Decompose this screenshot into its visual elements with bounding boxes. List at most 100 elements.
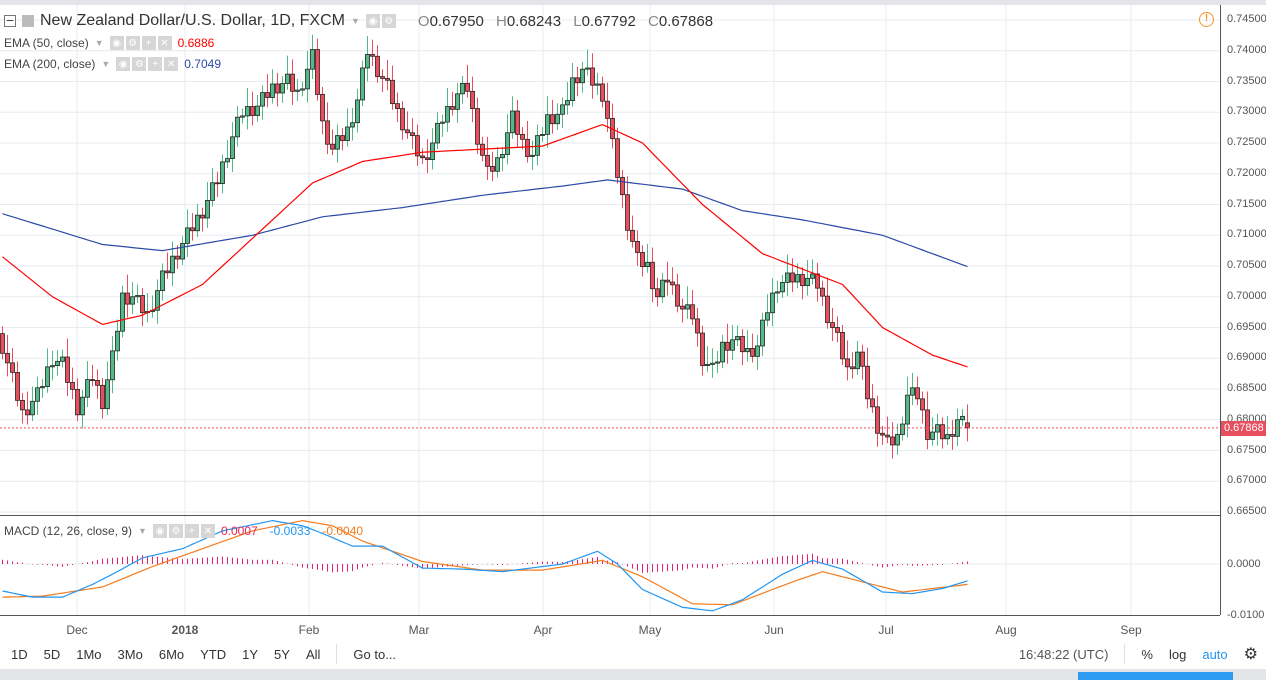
chevron-down-icon[interactable]: ▼ <box>94 38 104 48</box>
macd-hist-value: 0.0007 <box>220 524 258 538</box>
candle-body <box>110 350 115 381</box>
log-toggle[interactable]: log <box>1168 646 1187 662</box>
range-1d[interactable]: 1D <box>11 646 28 662</box>
candle-body <box>785 272 790 283</box>
candle-body <box>380 76 385 79</box>
candle-body <box>250 106 255 116</box>
candle-body <box>560 104 565 115</box>
candle-body <box>595 83 600 86</box>
current-price-label: 0.67868 <box>1221 421 1266 436</box>
price-axis-label: 0.69000 <box>1227 351 1266 364</box>
price-axis-label: 0.74500 <box>1227 13 1266 25</box>
macd-value: -0.0033 <box>269 524 311 538</box>
range-1y[interactable]: 1Y <box>242 646 259 662</box>
eye-icon[interactable]: ◉ <box>365 14 380 28</box>
range-1mo[interactable]: 1Mo <box>76 646 102 662</box>
price-chart[interactable] <box>0 5 1266 635</box>
plus-icon[interactable]: + <box>141 36 156 50</box>
range-5d[interactable]: 5D <box>43 646 61 662</box>
close-icon[interactable]: ✕ <box>200 524 215 538</box>
price-axis-label: 0.73500 <box>1227 74 1266 87</box>
candle-body <box>965 422 970 429</box>
range-ytd[interactable]: YTD <box>200 646 227 662</box>
collapse-icon[interactable]: − <box>4 14 16 27</box>
candle-body <box>460 82 465 95</box>
candle-body <box>255 105 260 116</box>
candle-body <box>635 240 640 253</box>
candle-body <box>890 436 895 446</box>
goto-button[interactable]: Go to... <box>353 646 397 662</box>
candle-body <box>365 54 370 69</box>
eye-icon[interactable]: ◉ <box>116 57 131 71</box>
candle-body <box>850 366 855 370</box>
candle-body <box>415 135 420 157</box>
percent-toggle[interactable]: % <box>1141 646 1153 662</box>
eye-icon[interactable]: ◉ <box>109 36 124 50</box>
candle-body <box>190 227 195 232</box>
gear-icon[interactable]: ⚙ <box>1243 646 1258 663</box>
candle-body <box>620 177 625 196</box>
chevron-down-icon[interactable]: ▼ <box>138 526 147 536</box>
range-6mo[interactable]: 6Mo <box>158 646 185 662</box>
candle-body <box>355 99 360 124</box>
alert-icon[interactable]: ! <box>1199 12 1214 27</box>
candle-body <box>630 229 635 242</box>
candle-body <box>940 424 945 440</box>
macd-label[interactable]: MACD (12, 26, close, 9) <box>4 524 133 538</box>
top-strip <box>0 0 1266 5</box>
candle-body <box>755 345 760 357</box>
range-all[interactable]: All <box>305 646 321 662</box>
candle-body <box>565 100 570 106</box>
candle-body <box>660 279 665 298</box>
range-5y[interactable]: 5Y <box>274 646 290 662</box>
candle-body <box>860 351 865 367</box>
candle-body <box>395 103 400 109</box>
candle-body <box>260 92 265 107</box>
candle-body <box>340 135 345 141</box>
symbol-title[interactable]: New Zealand Dollar/U.S. Dollar, 1D, FXCM <box>40 12 345 29</box>
candle-body <box>80 396 85 416</box>
candle-body <box>825 295 830 323</box>
ema200-legend: EMA (200, close) ▼ ◉ ⚙ + ✕ 0.7049 <box>4 57 221 71</box>
range-3mo[interactable]: 3Mo <box>117 646 143 662</box>
ema200-label[interactable]: EMA (200, close) <box>4 57 96 71</box>
candle-body <box>310 49 315 70</box>
ema200-line <box>2 179 968 268</box>
candle-body <box>215 182 220 185</box>
auto-toggle[interactable]: auto <box>1202 646 1228 662</box>
candle-body <box>535 135 540 156</box>
candle-body <box>600 83 605 102</box>
candle-body <box>495 157 500 172</box>
candle-body <box>485 154 490 167</box>
candle-body <box>545 114 550 135</box>
candle-body <box>690 304 695 320</box>
gear-icon[interactable]: ⚙ <box>125 36 140 50</box>
close-icon[interactable]: ✕ <box>164 57 179 71</box>
close-icon[interactable]: ✕ <box>157 36 172 50</box>
candle-body <box>765 312 770 321</box>
candle-body <box>445 106 450 123</box>
candle-body <box>15 371 20 401</box>
ema50-label[interactable]: EMA (50, close) <box>4 36 89 50</box>
gear-icon[interactable]: ⚙ <box>168 524 183 538</box>
plus-icon[interactable]: + <box>184 524 199 538</box>
plus-icon[interactable]: + <box>148 57 163 71</box>
macd-axis-label: 0.0000 <box>1227 558 1261 570</box>
chevron-down-icon[interactable]: ▼ <box>350 16 360 26</box>
candle-body <box>510 110 515 134</box>
candle-body <box>35 387 40 402</box>
panel-tab[interactable] <box>1078 672 1233 680</box>
candle-body <box>65 356 70 383</box>
gear-icon[interactable]: ⚙ <box>132 57 147 71</box>
candle-body <box>835 327 840 333</box>
gear-icon[interactable]: ⚙ <box>381 14 396 28</box>
price-axis-label: 0.73000 <box>1227 105 1266 118</box>
candle-body <box>330 143 335 150</box>
ema50-legend: EMA (50, close) ▼ ◉ ⚙ + ✕ 0.6886 <box>4 36 214 50</box>
clock[interactable]: 16:48:22 (UTC) <box>1018 646 1109 662</box>
candle-body <box>170 255 175 274</box>
macd-line <box>2 519 968 612</box>
eye-icon[interactable]: ◉ <box>152 524 167 538</box>
candle-body <box>920 398 925 411</box>
chevron-down-icon[interactable]: ▼ <box>101 59 111 69</box>
